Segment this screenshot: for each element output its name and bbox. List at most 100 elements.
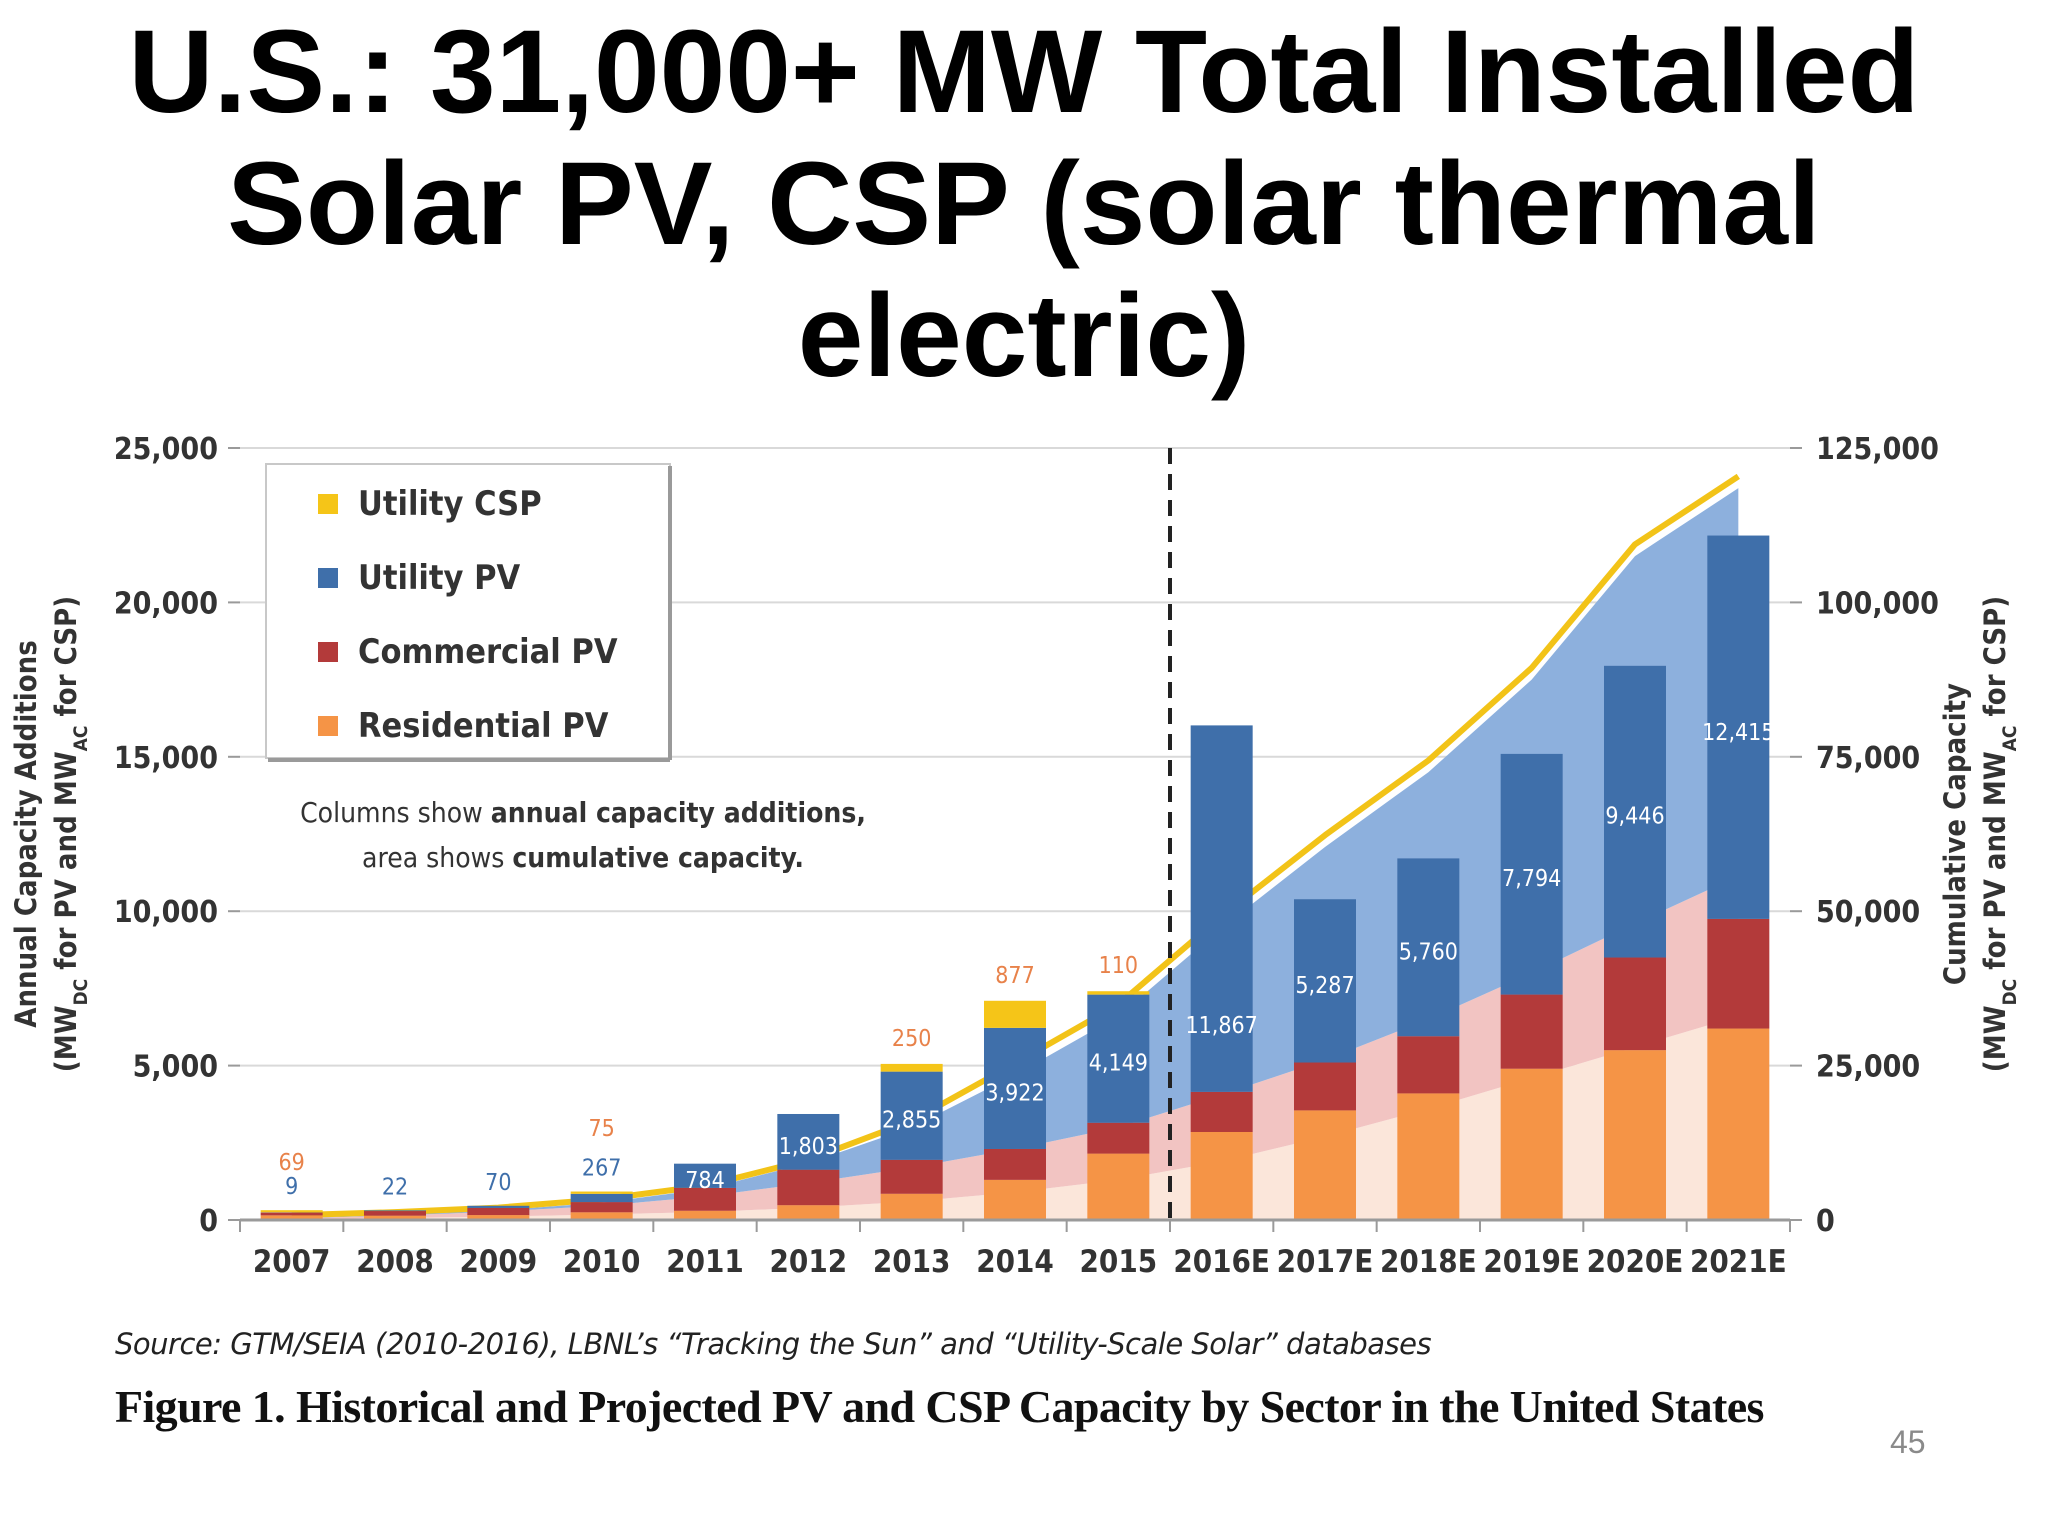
x-tick-label: 2013 <box>873 1244 951 1280</box>
y-tick-label: 0 <box>199 1204 218 1239</box>
y-tick-label: 25,000 <box>114 432 218 467</box>
label-utility-pv: 5,760 <box>1399 939 1458 965</box>
x-tick-label: 2020E <box>1587 1244 1684 1280</box>
bar-residential-pv <box>364 1215 426 1220</box>
x-tick-label: 2016E <box>1173 1244 1270 1280</box>
label-utility-csp: 75 <box>589 1116 615 1142</box>
bar-utility-pv <box>777 1113 840 1170</box>
label-utility-pv: 9,446 <box>1605 804 1664 830</box>
slide-title: U.S.: 31,000+ MW Total Installed Solar P… <box>0 6 2048 402</box>
y2-axis-title-line2: (MWDC for PV and MWAC for CSP) <box>1978 596 2021 1072</box>
label-utility-pv: 9 <box>285 1174 298 1200</box>
bar-residential-pv <box>1604 1050 1666 1220</box>
bar-residential-pv <box>467 1215 530 1220</box>
x-tick-label: 2018E <box>1380 1244 1477 1280</box>
label-utility-csp: 110 <box>1099 953 1139 979</box>
bar-commercial-pv <box>570 1202 633 1213</box>
bar-commercial-pv <box>777 1169 840 1206</box>
note-line-1: Columns show annual capacity additions, <box>300 796 866 829</box>
page-number: 45 <box>1890 1424 1926 1460</box>
label-utility-pv: 1,803 <box>779 1134 838 1160</box>
x-tick-label: 2021E <box>1690 1244 1787 1280</box>
y-axis-title-line1: Annual Capacity Additions <box>9 640 43 1027</box>
bar-utility-pv <box>1604 665 1666 958</box>
data-labels: 969 22 70 267 75 784 1,803 2,855 250 3,922 877 4,14… <box>279 720 1775 1200</box>
x-tick-label: 2010 <box>563 1244 641 1280</box>
y-tick-label: 20,000 <box>114 586 218 621</box>
label-utility-csp: 877 <box>995 963 1035 989</box>
x-tick-label: 2019E <box>1483 1244 1580 1280</box>
x-tick-label: 2014 <box>976 1244 1054 1280</box>
figure-caption: Figure 1. Historical and Projected PV an… <box>115 1381 1764 1432</box>
label-utility-pv: 11,867 <box>1185 1013 1257 1039</box>
bar-residential-pv <box>880 1193 943 1220</box>
note-line-2: area shows cumulative capacity. <box>362 841 804 874</box>
bar-utility-pv <box>570 1193 633 1203</box>
legend-swatch <box>318 494 338 514</box>
bar-utility-pv <box>674 1163 736 1188</box>
x-tick-label: 2015 <box>1080 1244 1158 1280</box>
bar-residential-pv <box>777 1205 840 1220</box>
bar-residential-pv <box>1294 1110 1356 1220</box>
legend-swatch <box>318 716 338 736</box>
x-tick-label: 2012 <box>770 1244 848 1280</box>
bar-utility-csp <box>570 1191 633 1194</box>
label-utility-csp: 250 <box>892 1026 932 1052</box>
label-utility-pv: 2,855 <box>882 1108 941 1134</box>
bar-utility-pv <box>1707 535 1770 919</box>
label-utility-pv: 22 <box>382 1174 408 1200</box>
bar-utility-pv <box>467 1205 530 1208</box>
bar-utility-pv <box>984 1027 1046 1149</box>
bar-residential-pv <box>1707 1028 1770 1220</box>
bar-residential-pv <box>1087 1153 1150 1220</box>
y2-axis-title: Cumulative Capacity(MWDC for PV and MWAC… <box>1938 596 2021 1072</box>
title-line-2: Solar PV, CSP (solar thermal <box>227 138 1821 270</box>
y2-axis-title-line1: Cumulative Capacity <box>1938 683 1972 985</box>
bar-residential-pv <box>1500 1068 1563 1220</box>
bar-residential-pv <box>984 1179 1046 1220</box>
legend-label: Commercial PV <box>358 632 618 672</box>
y2-tick-label: 0 <box>1816 1204 1835 1239</box>
y2-tick-label: 125,000 <box>1816 432 1939 467</box>
chart-note: Columns show annual capacity additions, a… <box>300 796 866 874</box>
y-tick-label: 10,000 <box>114 895 218 930</box>
bar-residential-pv <box>260 1215 323 1220</box>
bar-commercial-pv <box>984 1148 1046 1180</box>
bar-utility-csp <box>260 1210 323 1213</box>
bar-commercial-pv <box>1707 918 1770 1029</box>
title-line-3: electric) <box>797 270 1251 402</box>
y-tick-label: 15,000 <box>114 741 218 776</box>
label-utility-csp: 69 <box>279 1150 305 1176</box>
bar-commercial-pv <box>880 1159 943 1194</box>
title-line-1: U.S.: 31,000+ MW Total Installed <box>128 6 1920 138</box>
legend-label: Utility PV <box>358 558 521 598</box>
bar-residential-pv <box>1190 1131 1253 1220</box>
y2-tick-label: 100,000 <box>1816 586 1939 621</box>
bar-residential-pv <box>1397 1093 1460 1220</box>
source-note: Source: GTM/SEIA (2010-2016), LBNL’s “Tr… <box>115 1327 1432 1361</box>
bar-utility-pv <box>1397 858 1460 1037</box>
bar-commercial-pv <box>1294 1062 1356 1111</box>
bar-utility-pv <box>1087 994 1150 1123</box>
bar-commercial-pv <box>364 1211 426 1216</box>
bar-utility-csp <box>984 1000 1046 1028</box>
bar-utility-pv <box>364 1210 426 1212</box>
label-utility-pv: 267 <box>582 1156 622 1182</box>
x-tick-label: 2011 <box>666 1244 744 1280</box>
label-utility-pv: 5,287 <box>1295 973 1354 999</box>
bar-commercial-pv <box>1190 1091 1253 1132</box>
label-utility-pv: 4,149 <box>1089 1051 1148 1077</box>
label-utility-pv: 70 <box>485 1170 511 1196</box>
legend-swatch <box>318 568 338 588</box>
bar-residential-pv <box>570 1212 633 1220</box>
area-utility-pv <box>291 488 1739 1219</box>
label-utility-pv: 12,415 <box>1702 720 1774 746</box>
legend: Utility CSP Utility PV Commercial PV Reside… <box>265 463 672 762</box>
bar-utility-csp <box>1087 991 1150 995</box>
bar-utility-pv <box>1190 725 1253 1092</box>
label-utility-pv: 3,922 <box>985 1080 1044 1106</box>
label-utility-pv: 7,794 <box>1502 866 1561 892</box>
bar-utility-csp <box>880 1063 943 1072</box>
bar-commercial-pv <box>1604 957 1666 1051</box>
